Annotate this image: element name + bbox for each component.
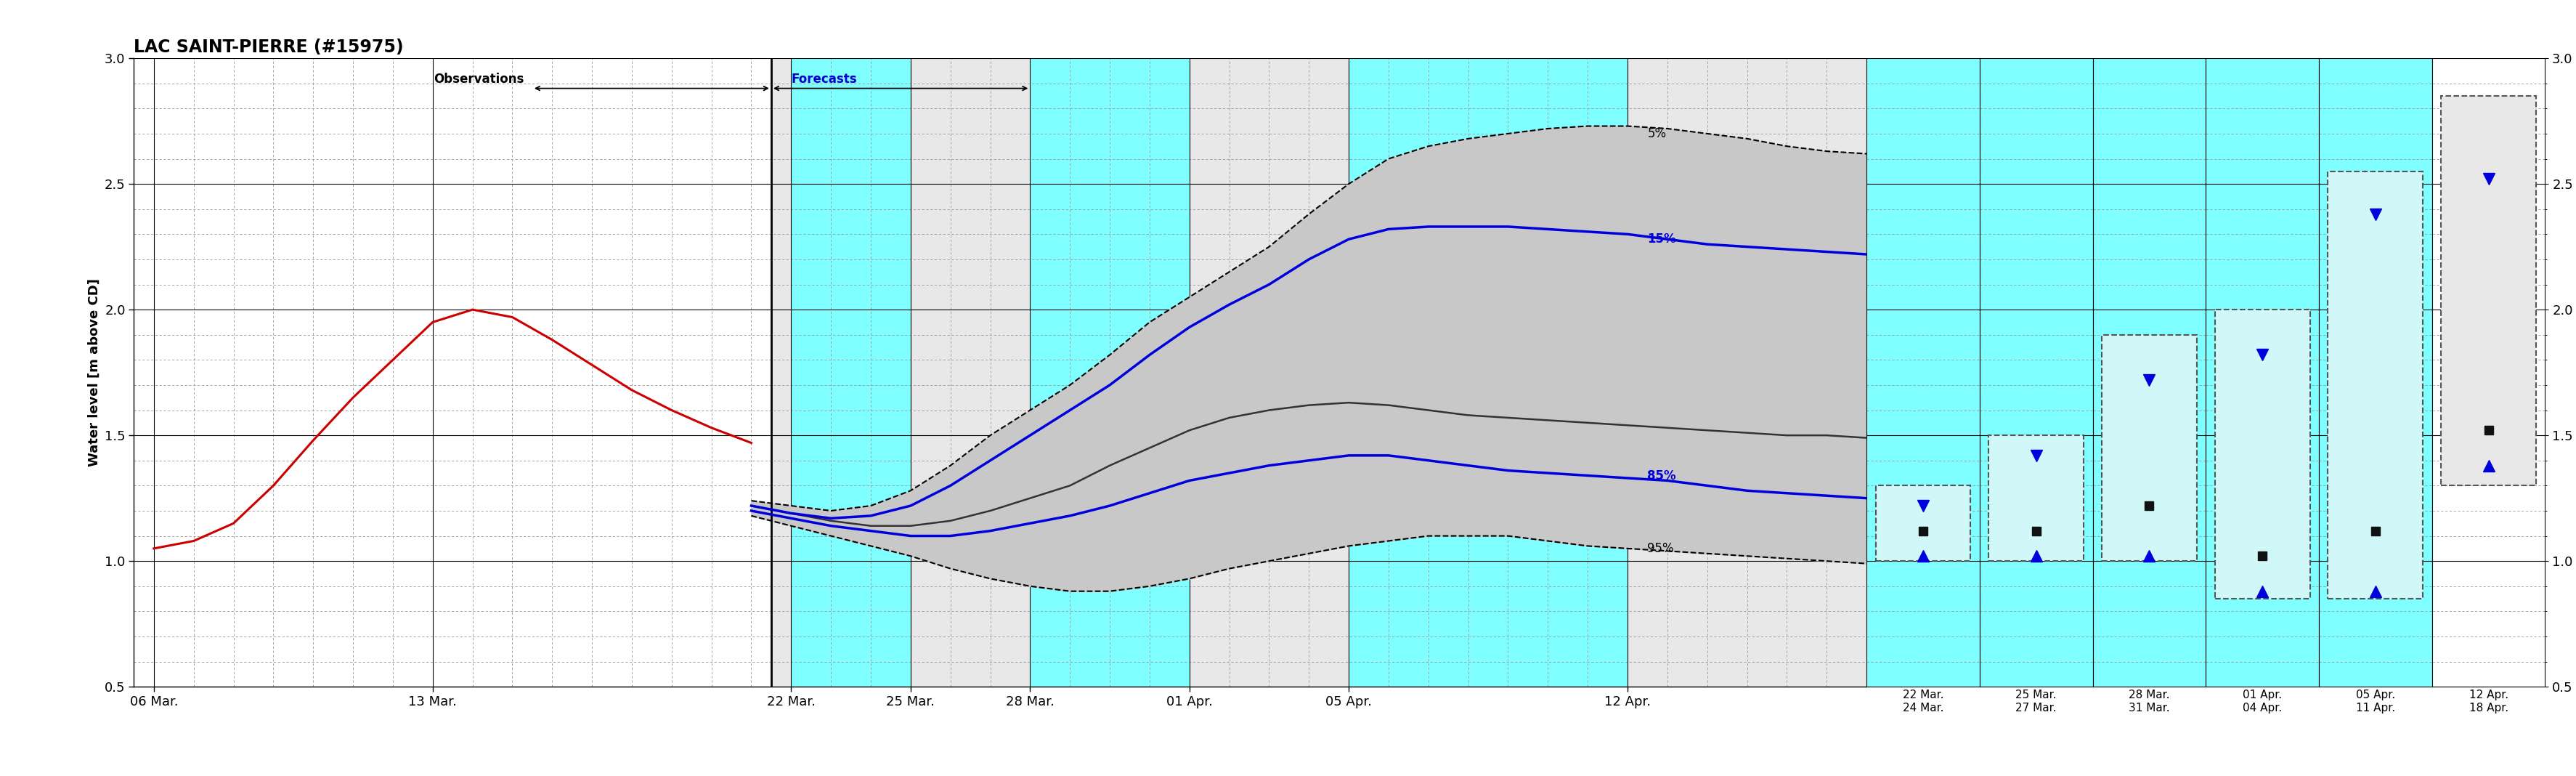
Bar (791, 58, 909, 687)
X-axis label: 25 Mar.
27 Mar.: 25 Mar. 27 Mar. (2014, 690, 2056, 713)
Text: Forecasts: Forecasts (791, 73, 858, 86)
Bar (2215, 310, 2311, 599)
Bar (1628, 58, 1868, 687)
Bar (2442, 96, 2535, 486)
Y-axis label: Water level [m above CD]: Water level [m above CD] (88, 279, 100, 466)
X-axis label: 01 Apr.
04 Apr.: 01 Apr. 04 Apr. (2244, 690, 2282, 713)
Text: 15%: 15% (1649, 233, 1677, 246)
X-axis label: 12 Apr.
18 Apr.: 12 Apr. 18 Apr. (2468, 690, 2509, 713)
Bar (2329, 171, 2424, 599)
Bar (1350, 58, 1628, 687)
Bar (1875, 486, 1971, 561)
Text: 95%: 95% (1649, 542, 1674, 555)
Bar (1030, 58, 1190, 687)
Bar (134, 58, 770, 687)
Bar (2102, 334, 2197, 561)
Bar (1190, 58, 1350, 687)
Bar (909, 58, 1030, 687)
Text: 5%: 5% (1649, 127, 1667, 140)
X-axis label: 22 Mar.
24 Mar.: 22 Mar. 24 Mar. (1904, 690, 1942, 713)
Bar (1989, 435, 2084, 561)
Text: Observations: Observations (433, 73, 526, 86)
Text: 85%: 85% (1649, 469, 1677, 482)
Text: LAC SAINT-PIERRE (#15975): LAC SAINT-PIERRE (#15975) (134, 38, 404, 56)
X-axis label: 28 Mar.
31 Mar.: 28 Mar. 31 Mar. (2128, 690, 2169, 713)
X-axis label: 05 Apr.
11 Apr.: 05 Apr. 11 Apr. (2357, 690, 2396, 713)
Bar (770, 58, 1868, 687)
